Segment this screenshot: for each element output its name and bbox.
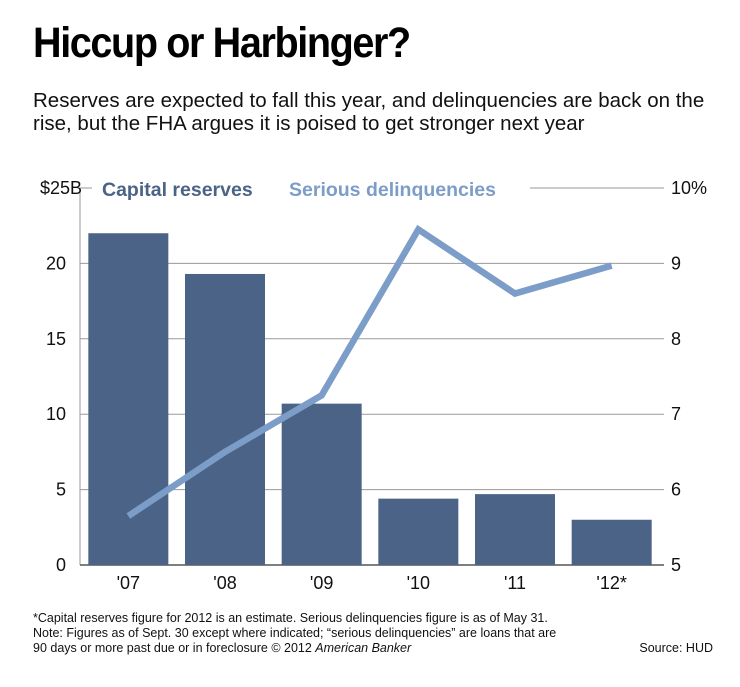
capital-reserves-bars	[88, 233, 652, 566]
x-tick-label: '10	[407, 573, 430, 593]
y-left-tick-label: 10	[46, 404, 66, 424]
capital-reserves-bar	[475, 494, 555, 565]
footnote-estimate: *Capital reserves figure for 2012 is an …	[33, 611, 548, 625]
footnote-copyright: 90 days or more past due or in foreclosu…	[33, 641, 713, 656]
legend-serious-delinquencies: Serious delinquencies	[289, 179, 496, 201]
footnote-copyright-text: 90 days or more past due or in foreclosu…	[33, 641, 316, 655]
axis-tick-labels: 0 5 10 15 20 $25B 5 6 7 8 9 10% '07 '08 '09 '10 '11 '12*	[40, 178, 707, 593]
legend-capital-reserves: Capital reserves	[102, 179, 253, 201]
legend-background	[92, 176, 530, 202]
x-tick-label: '11	[504, 573, 526, 593]
serious-delinquencies-line-layer	[126, 224, 613, 519]
capital-reserves-bar	[378, 498, 459, 565]
capital-reserves-bar	[185, 273, 265, 565]
footnote-note: Note: Figures as of Sept. 30 except wher…	[33, 626, 557, 640]
y-right-tick-label: 10%	[671, 178, 707, 198]
y-right-tick-label: 6	[671, 480, 681, 500]
footnote: *Capital reserves figure for 2012 is an …	[33, 611, 713, 656]
capital-reserves-bar	[88, 233, 169, 566]
y-right-tick-label: 7	[671, 404, 681, 424]
x-tick-label: '07	[117, 573, 140, 593]
y-right-tick-label: 9	[671, 253, 681, 273]
y-right-tick-label: 8	[671, 329, 681, 349]
y-left-tick-label: 15	[46, 329, 66, 349]
footnote-source: Source: HUD	[639, 641, 713, 655]
y-left-tick-label: 20	[46, 253, 66, 273]
chart-title: Hiccup or Harbinger?	[33, 19, 411, 67]
y-left-tick-label: 0	[56, 555, 66, 575]
footnote-brand: American Banker	[315, 641, 412, 655]
x-tick-label: '08	[213, 573, 236, 593]
y-left-tick-label: $25B	[40, 178, 82, 198]
x-tick-label: '09	[310, 573, 333, 593]
capital-reserves-bar	[281, 403, 362, 565]
y-right-tick-label: 5	[671, 555, 681, 575]
y-left-tick-label: 5	[56, 480, 66, 500]
capital-reserves-delinquencies-chart: 05101520$25B5678910%'07'08'09'10'11'12* …	[40, 176, 707, 593]
x-tick-label: '12*	[596, 573, 626, 593]
chart-subtitle: Reserves are expected to fall this year,…	[33, 89, 705, 135]
serious-delinquencies-line	[126, 224, 613, 519]
gridlines	[79, 187, 664, 566]
capital-reserves-bar	[571, 519, 652, 565]
legend: Capital reserves Serious delinquencies	[92, 176, 530, 202]
